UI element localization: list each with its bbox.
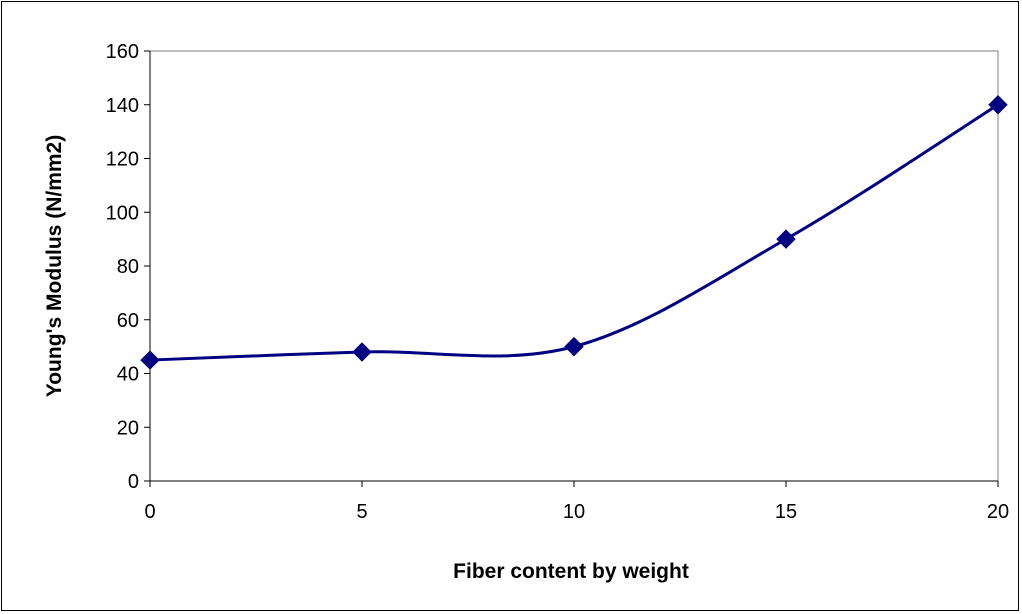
y-tick-label: 0 — [128, 471, 139, 493]
y-tick-label: 140 — [106, 95, 139, 117]
x-axis-title: Fiber content by weight — [453, 560, 689, 583]
data-point-marker — [352, 342, 372, 362]
y-tick-label: 120 — [106, 149, 139, 171]
x-tick-label: 5 — [356, 501, 367, 523]
x-axis: 0 5 10 15 20 — [144, 480, 1009, 523]
x-tick-label: 10 — [563, 501, 585, 523]
y-tick-label: 100 — [106, 202, 139, 224]
x-tick-label: 15 — [775, 501, 797, 523]
plot-area — [149, 50, 999, 482]
y-tick-label: 160 — [106, 41, 139, 63]
data-point-marker — [564, 336, 584, 357]
x-tick-label: 0 — [144, 501, 155, 523]
y-tick-label: 20 — [117, 417, 139, 439]
y-tick-label: 40 — [117, 364, 139, 386]
data-markers — [140, 95, 1008, 370]
data-point-marker — [988, 95, 1008, 115]
data-point-marker — [140, 350, 160, 370]
y-tick-label: 80 — [117, 256, 139, 278]
y-axis: 0 20 40 60 80 100 120 140 160 — [106, 41, 151, 493]
y-axis-title: Young's Modulus (N/mm2) — [43, 135, 66, 397]
x-tick-label: 20 — [987, 501, 1009, 523]
data-point-marker — [776, 229, 796, 249]
y-tick-label: 60 — [117, 310, 139, 332]
